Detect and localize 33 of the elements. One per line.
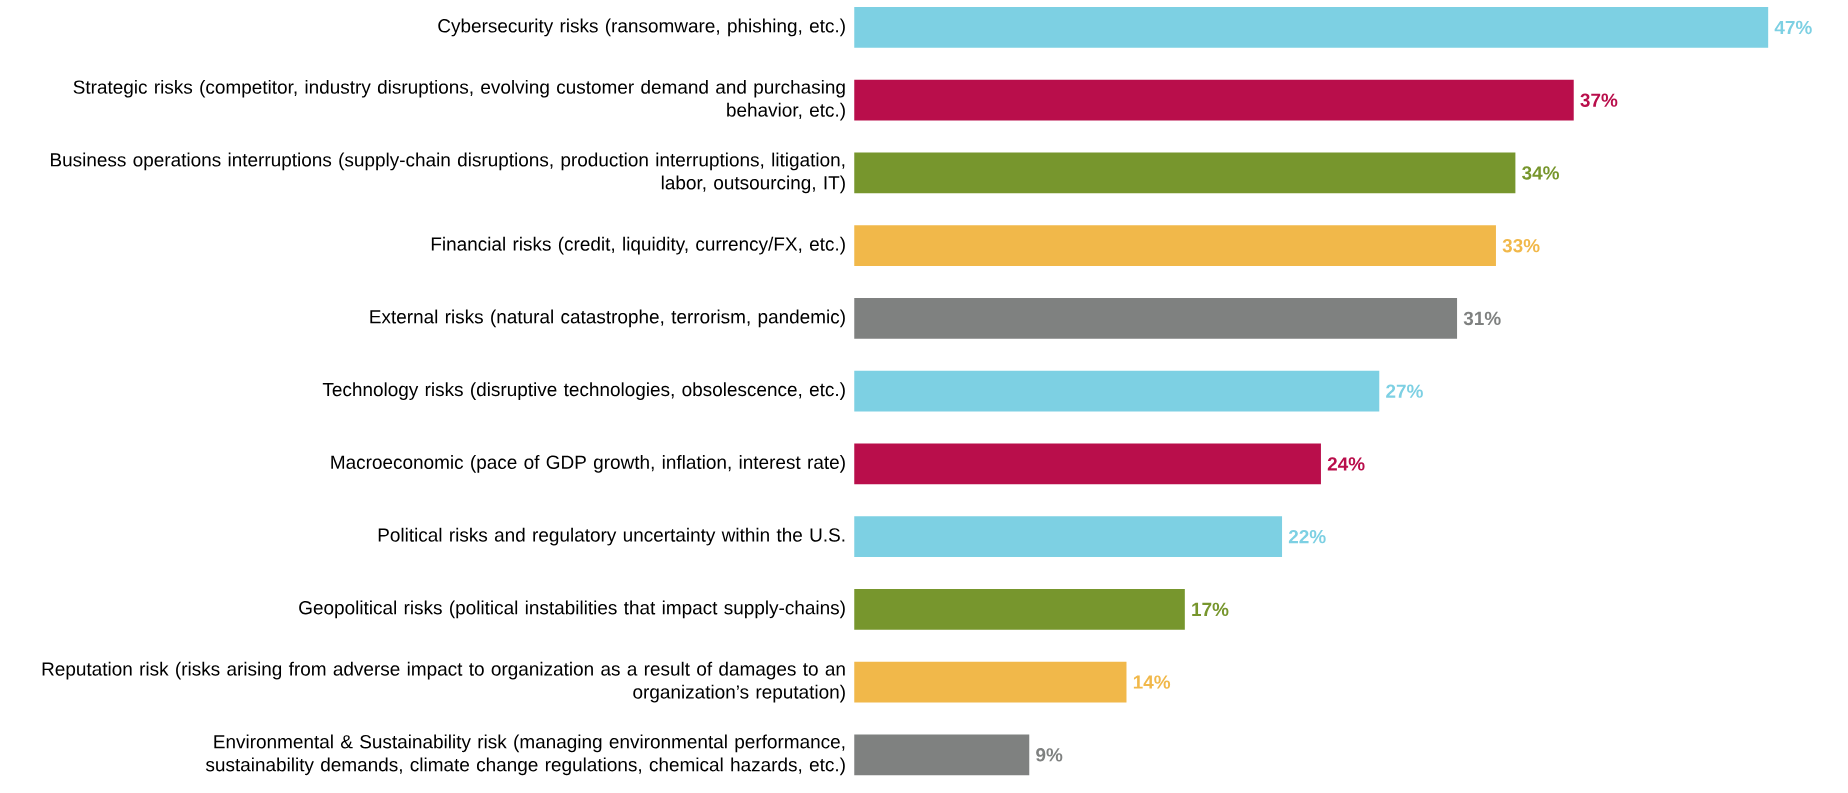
data-label: 24%: [1327, 457, 1365, 471]
data-label: 34%: [1522, 166, 1560, 180]
data-label: 47%: [1774, 20, 1812, 35]
y-tick-label: Strategic risks (competitor, industry disruptions, evolving customer demand and purchasing behavior, etc.): [73, 79, 845, 121]
data-label: 33%: [1502, 238, 1540, 253]
bar: [854, 297, 1458, 339]
y-tick-label: Reputation risk (risks arising from adverse impact to organization as a result of damages to an organization’s reputation): [42, 661, 845, 703]
data-label: 22%: [1288, 529, 1326, 544]
data-label: 27%: [1386, 384, 1423, 398]
bar: [854, 6, 1769, 48]
data-label: 9%: [1036, 748, 1063, 762]
bar: [854, 661, 1127, 703]
bar: [854, 79, 1574, 121]
y-tick-label: Cybersecurity risks (ransomware, phishing, etc.): [438, 18, 845, 37]
y-tick-label: Macroeconomic (pace of GDP growth, inflation, interest rate): [331, 454, 845, 473]
data-label: 31%: [1463, 311, 1501, 326]
y-tick-label: Political risks and regulatory uncertainty within the U.S.: [378, 527, 845, 546]
y-tick-label: Business operations interruptions (supply-chain disruptions, production interruptions, litigation, labor, outsourcing, IT): [51, 152, 845, 194]
bar: [854, 152, 1516, 194]
bar: [854, 443, 1321, 485]
bar: [854, 370, 1380, 412]
y-tick-label: Geopolitical risks (political instabilities that impact supply-chains): [299, 600, 845, 619]
y-tick-label: Financial risks (credit, liquidity, currency/FX, etc.): [431, 236, 845, 255]
data-label: 37%: [1580, 93, 1618, 107]
data-label: 17%: [1192, 602, 1229, 616]
y-tick-label: External risks (natural catastrophe, terrorism, pandemic): [370, 309, 845, 328]
bar: [854, 588, 1185, 630]
data-label: 14%: [1133, 675, 1171, 689]
y-tick-label: Technology risks (disruptive technologies, obsolescence, etc.): [322, 382, 845, 400]
bar: [854, 225, 1496, 266]
y-tick-label: Environmental & Sustainability risk (managing environmental performance, sustainability demands, climate change regulations, chemical hazards, etc.): [205, 734, 845, 776]
bar: [854, 734, 1030, 776]
bar: [854, 516, 1283, 557]
